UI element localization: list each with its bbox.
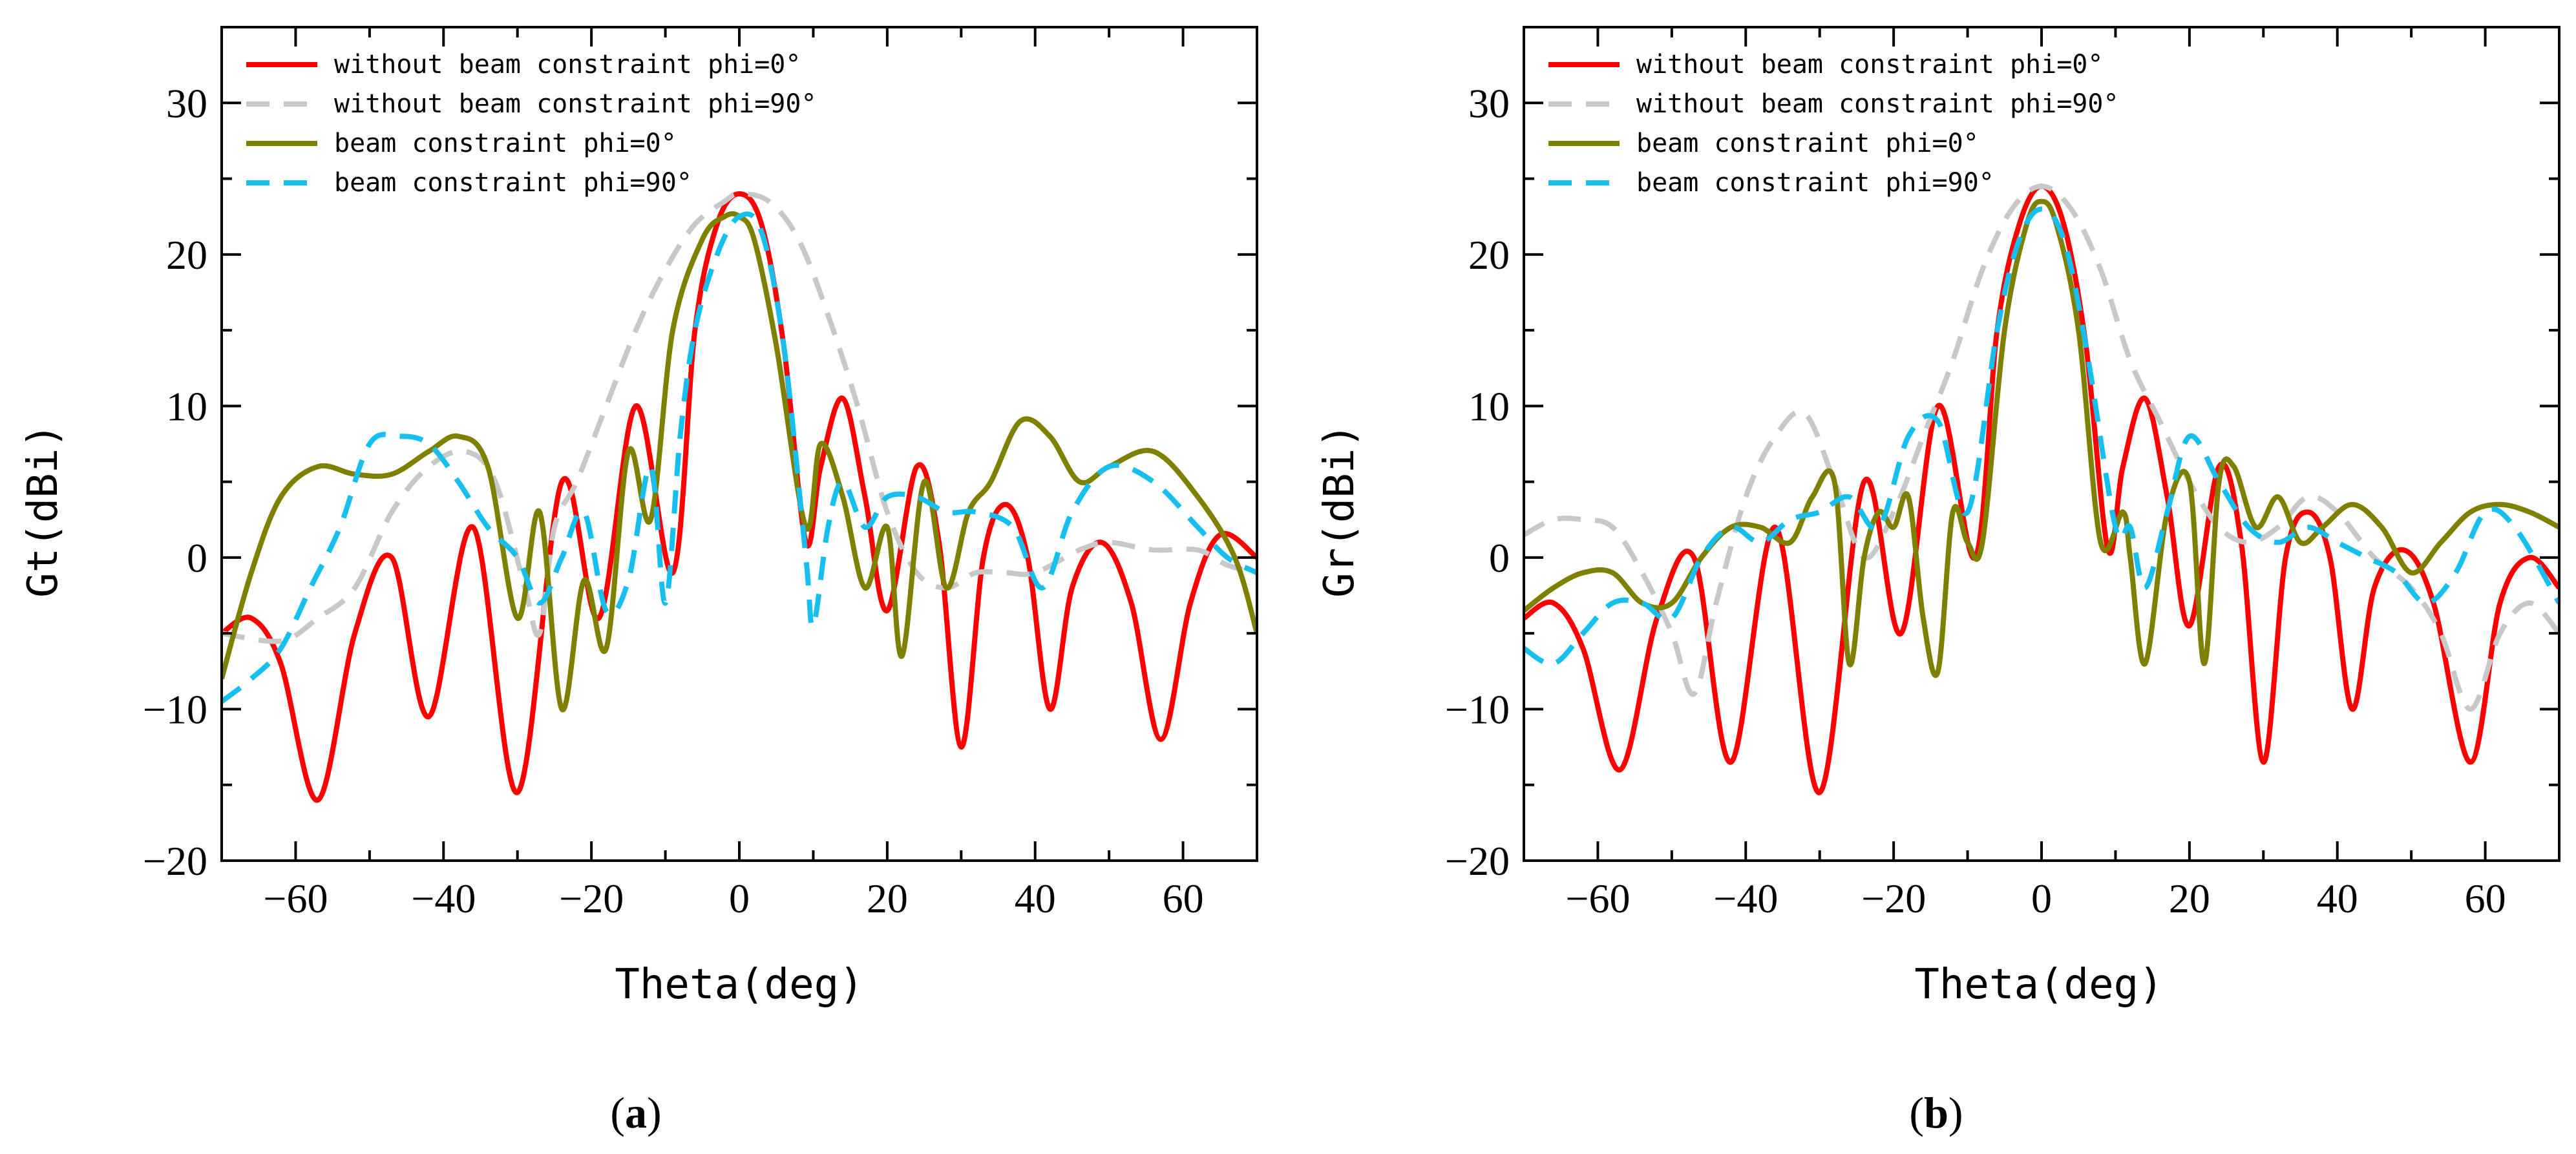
x-tick-label: 40 — [1015, 876, 1056, 921]
series-line-1 — [222, 191, 1257, 644]
legend-label-2: beam constraint phi=0° — [334, 129, 677, 158]
x-tick-label: −20 — [559, 876, 624, 921]
plot-area — [222, 191, 1257, 803]
legend-label-3: beam constraint phi=90° — [334, 168, 692, 198]
x-tick-label: 0 — [729, 876, 750, 921]
y-tick-label: 10 — [1468, 383, 1510, 429]
panel-label-letter: a — [625, 1088, 647, 1137]
x-tick-label: −40 — [411, 876, 476, 921]
y-tick-label: 20 — [166, 232, 207, 278]
y-tick-label: 0 — [187, 535, 207, 581]
series-line-2 — [1524, 198, 2559, 678]
y-tick-label: −20 — [1445, 838, 1510, 884]
x-tick-label: 60 — [2465, 876, 2506, 921]
y-axis-title: Gt(dBi) — [19, 423, 67, 598]
legend-label-0: without beam constraint phi=0° — [1636, 50, 2103, 79]
y-tick-label: 0 — [1489, 535, 1510, 581]
x-axis-title: Theta(deg) — [1914, 961, 2163, 1009]
x-tick-label: 0 — [2031, 876, 2052, 921]
y-tick-label: 30 — [166, 80, 207, 126]
chart-panel-a: Gt(dBi) Theta(deg) (a) −60 −40 −20 0 20 40 60 −… — [19, 26, 1258, 1137]
y-tick-label: −10 — [1445, 686, 1510, 732]
x-tick-label: 60 — [1163, 876, 1204, 921]
x-tick-label: 40 — [2317, 876, 2358, 921]
legend-label-3: beam constraint phi=90° — [1636, 168, 1994, 198]
x-tick-label: −60 — [263, 876, 328, 921]
chart-panel-b: Gr(dBi) Theta(deg) (b) −60 −40 −20 0 20 40 60 −… — [1316, 26, 2560, 1137]
y-tick-label: 20 — [1468, 232, 1510, 278]
series-line-2 — [222, 211, 1257, 713]
legend-label-1: without beam constraint phi=90° — [1636, 89, 2119, 119]
y-tick-label: 10 — [166, 383, 207, 429]
series-line-1 — [1524, 184, 2559, 712]
x-tick-label: 20 — [867, 876, 908, 921]
legend: without beam constraint phi=0° without be… — [1548, 50, 2119, 198]
legend-label-2: beam constraint phi=0° — [1636, 129, 1979, 158]
y-tick-label: −10 — [143, 686, 207, 732]
x-tick-label: −20 — [1861, 876, 1926, 921]
legend: without beam constraint phi=0° without be… — [246, 50, 817, 198]
panel-label-letter: b — [1924, 1088, 1948, 1137]
panel-label: (b) — [1909, 1088, 1963, 1137]
legend-label-0: without beam constraint phi=0° — [334, 50, 801, 79]
plot-area — [1524, 184, 2559, 795]
panel-label: (a) — [610, 1088, 661, 1137]
x-tick-label: −40 — [1713, 876, 1778, 921]
x-tick-label: 20 — [2169, 876, 2210, 921]
legend-label-1: without beam constraint phi=90° — [334, 89, 817, 119]
y-tick-label: 30 — [1468, 80, 1510, 126]
series-line-0 — [222, 191, 1257, 803]
y-tick-label: −20 — [143, 838, 207, 884]
series-line-0 — [1524, 184, 2559, 795]
series-line-3 — [1524, 206, 2559, 667]
x-tick-label: −60 — [1565, 876, 1630, 921]
series-line-3 — [222, 211, 1257, 704]
x-axis-title: Theta(deg) — [615, 961, 863, 1009]
y-axis-title: Gr(dBi) — [1316, 423, 1364, 598]
